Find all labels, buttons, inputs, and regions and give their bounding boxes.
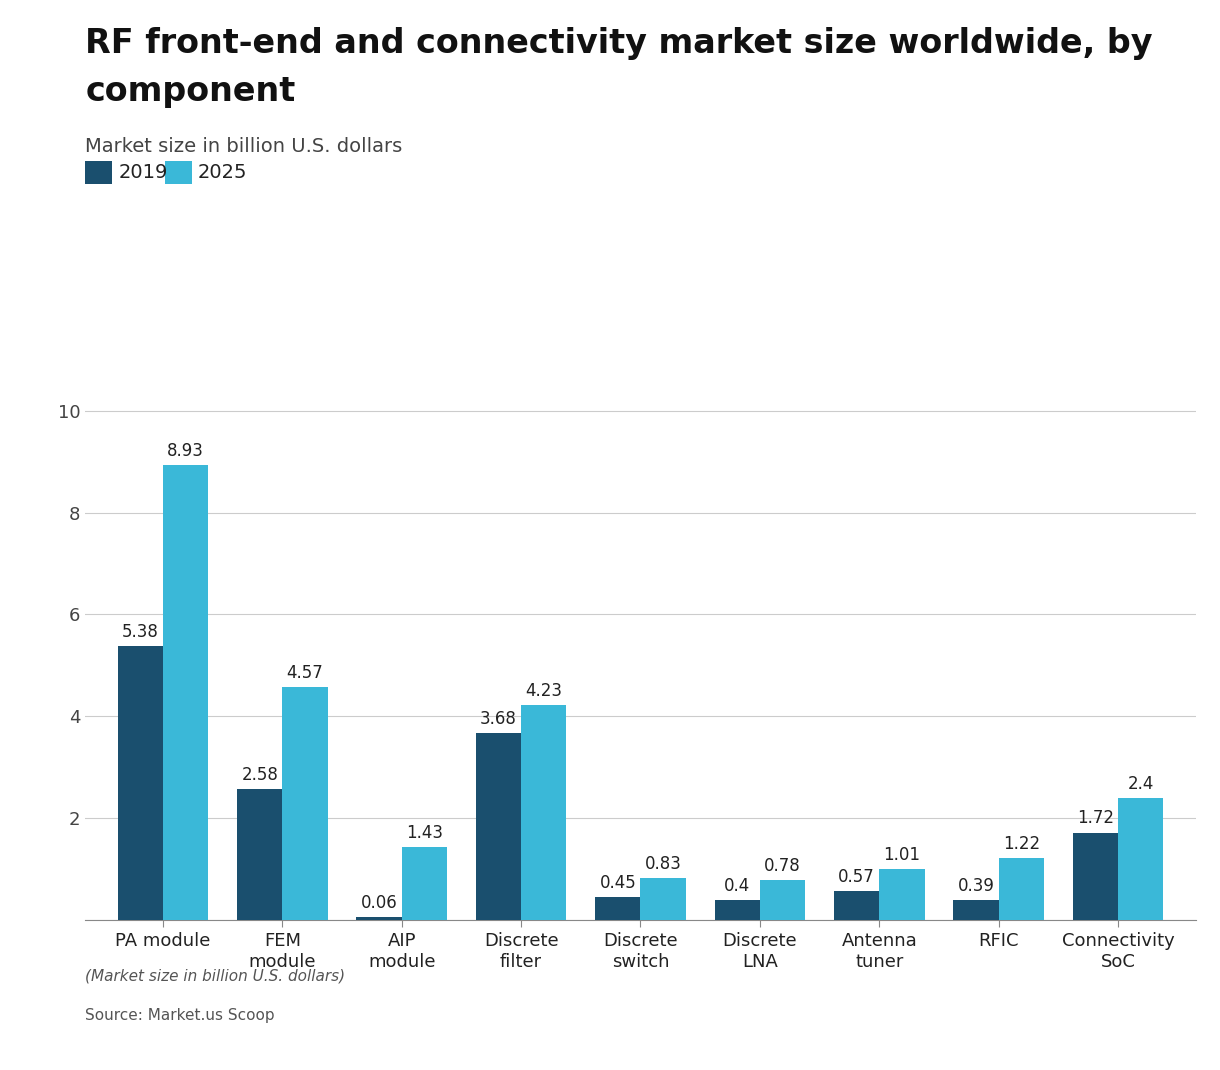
Text: 0.06: 0.06 xyxy=(361,895,398,912)
Text: 0.4: 0.4 xyxy=(723,876,750,895)
Bar xyxy=(163,465,209,920)
Bar xyxy=(117,646,163,920)
Text: 1.43: 1.43 xyxy=(406,824,443,842)
Text: 5.38: 5.38 xyxy=(122,623,159,641)
Text: 2019: 2019 xyxy=(118,163,167,182)
Bar xyxy=(999,858,1044,920)
Bar xyxy=(595,898,640,920)
Text: (Market size in billion U.S. dollars): (Market size in billion U.S. dollars) xyxy=(85,968,345,983)
Text: 4.23: 4.23 xyxy=(526,682,562,700)
Bar xyxy=(760,881,805,920)
Bar xyxy=(1072,832,1118,920)
Bar xyxy=(1118,798,1164,920)
Text: 4.57: 4.57 xyxy=(287,664,323,683)
Text: Source: Market.us Scoop: Source: Market.us Scoop xyxy=(85,1008,274,1023)
Bar xyxy=(356,917,401,920)
Bar xyxy=(715,900,760,920)
Bar xyxy=(521,705,566,920)
Text: RF front-end and connectivity market size worldwide, by: RF front-end and connectivity market siz… xyxy=(85,27,1153,60)
Text: 2.58: 2.58 xyxy=(242,766,278,783)
Text: 1.72: 1.72 xyxy=(1077,810,1114,827)
Text: component: component xyxy=(85,75,295,108)
Text: 0.78: 0.78 xyxy=(764,857,802,875)
Text: 3.68: 3.68 xyxy=(479,709,517,728)
Text: Market size in billion U.S. dollars: Market size in billion U.S. dollars xyxy=(85,137,403,156)
Text: 0.39: 0.39 xyxy=(958,877,994,896)
Text: 1.01: 1.01 xyxy=(883,845,920,863)
Text: 2.4: 2.4 xyxy=(1127,775,1154,793)
Bar xyxy=(834,891,880,920)
Text: 8.93: 8.93 xyxy=(167,442,204,460)
Bar xyxy=(401,847,447,920)
Text: 1.22: 1.22 xyxy=(1003,835,1039,853)
Bar xyxy=(237,789,282,920)
Text: 0.57: 0.57 xyxy=(838,868,875,886)
Bar xyxy=(880,869,925,920)
Text: 2025: 2025 xyxy=(198,163,248,182)
Text: 0.45: 0.45 xyxy=(599,874,636,892)
Text: 0.83: 0.83 xyxy=(644,855,682,873)
Bar xyxy=(640,877,686,920)
Bar xyxy=(476,733,521,920)
Bar xyxy=(282,687,328,920)
Bar xyxy=(953,900,999,920)
